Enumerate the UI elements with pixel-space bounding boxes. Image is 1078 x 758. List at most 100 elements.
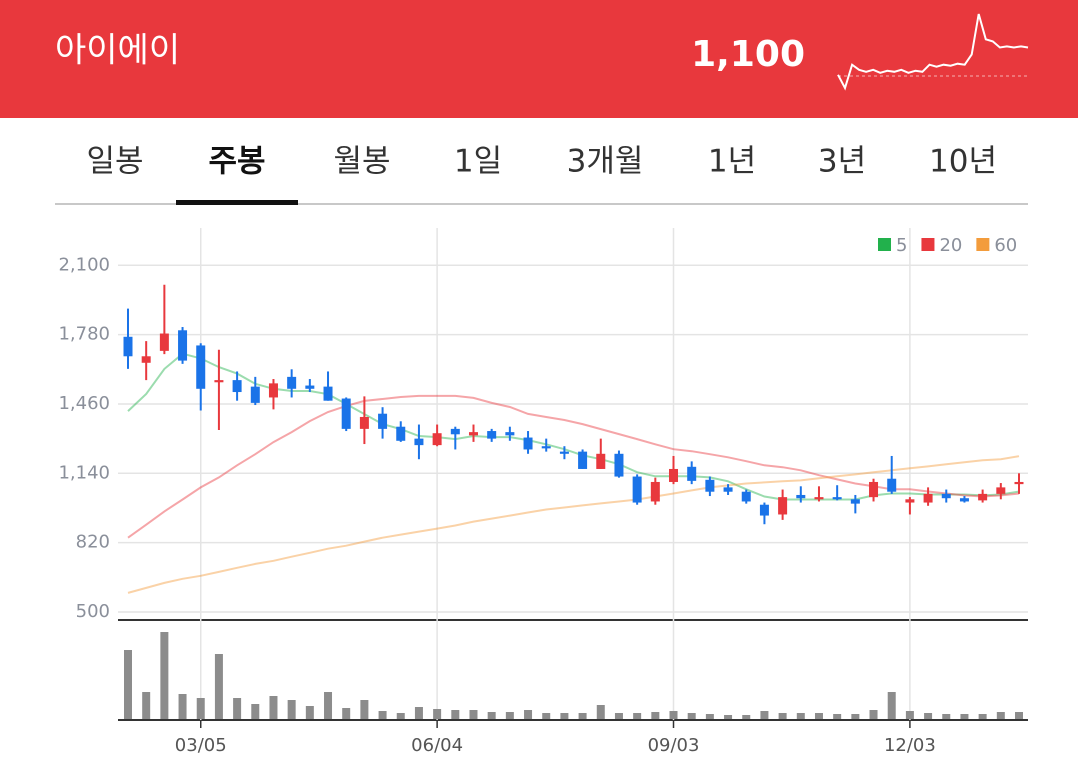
volume-bar (360, 700, 369, 719)
candle-body (669, 468, 679, 482)
header-bar (0, 0, 1078, 118)
ma-line (127, 455, 1020, 594)
candle-body (814, 497, 824, 500)
volume-bar (942, 714, 951, 719)
volume-bar (269, 696, 278, 719)
y-tick-label: 500 (76, 601, 110, 622)
candle-body (487, 431, 497, 439)
candle-body (141, 356, 151, 363)
candle-body (396, 426, 406, 441)
candle-body (959, 498, 969, 502)
legend-swatch (878, 238, 891, 251)
volume-bar (778, 713, 787, 719)
volume-bar (378, 711, 387, 719)
volume-bar (705, 714, 714, 719)
candle-body (978, 493, 988, 501)
legend-label: 5 (896, 235, 907, 256)
volume-bar (887, 692, 896, 719)
candle-body (850, 499, 860, 504)
volume-bar (833, 714, 842, 719)
volume-bar (324, 692, 333, 719)
tab[interactable]: 일봉 (86, 144, 143, 180)
volume-bar (487, 712, 496, 719)
volume-bar (505, 712, 514, 719)
candle-body (832, 497, 842, 500)
tab[interactable]: 1년 (708, 144, 756, 180)
volume-bar (542, 713, 551, 719)
candle-body (705, 479, 715, 492)
tab[interactable]: 10년 (929, 144, 997, 180)
candle-body (905, 499, 915, 503)
candle-body (341, 398, 351, 429)
candle-body (687, 466, 697, 481)
candle-body (250, 386, 260, 403)
volume-bar (996, 712, 1005, 719)
candle-body (541, 446, 551, 449)
volume-bar (469, 710, 478, 719)
candle-body (378, 413, 388, 429)
sparkline (837, 13, 1029, 91)
tab[interactable]: 주봉 (208, 144, 265, 180)
candle-body (650, 481, 660, 502)
volume-bar (669, 711, 678, 719)
volume-bar (596, 705, 605, 719)
candle-body (178, 330, 188, 361)
candle-body (887, 478, 897, 492)
x-tick-label: 09/03 (648, 735, 700, 756)
candle-body (996, 487, 1006, 494)
candle-body (196, 345, 206, 389)
volume-bar (160, 632, 169, 719)
candle-body (869, 481, 879, 498)
stock-name: 아이에이 (55, 31, 180, 71)
volume-bar (851, 714, 860, 719)
candle-body (359, 416, 369, 429)
volume-bar (214, 654, 223, 719)
candle-body (559, 451, 569, 454)
volume-bar (287, 700, 296, 719)
volume-bar (396, 713, 405, 719)
tab[interactable]: 3년 (818, 144, 866, 180)
legend-swatch (921, 238, 935, 251)
volume-bar (1015, 712, 1023, 719)
volume-bar (560, 713, 569, 719)
y-tick-label: 820 (76, 532, 110, 553)
candle-body (578, 451, 588, 469)
volume-bar (305, 706, 314, 719)
candle-body (123, 336, 133, 357)
ma-line (127, 394, 1020, 539)
candle-body (723, 487, 733, 492)
tab[interactable]: 월봉 (333, 144, 390, 180)
y-tick-label: 1,780 (58, 324, 110, 345)
candle-body (923, 493, 933, 503)
volume-bar (414, 707, 423, 719)
y-tick-label: 1,140 (58, 462, 110, 483)
volume-bar (905, 711, 914, 719)
volume-bar (578, 713, 587, 719)
candle-body (1014, 481, 1024, 485)
volume-bar (233, 698, 242, 719)
x-tick-label: 12/03 (884, 735, 936, 756)
volume-bar (142, 692, 151, 719)
volume-bar (124, 650, 132, 719)
volume-bar (742, 715, 751, 719)
y-tick-label: 2,100 (58, 254, 110, 275)
candle-body (523, 437, 533, 450)
volume-bar (524, 710, 533, 719)
tab[interactable]: 3개월 (567, 144, 644, 180)
candle-body (468, 432, 478, 436)
candle-body (759, 504, 769, 516)
volume-bar (814, 713, 823, 719)
candle-body (305, 385, 315, 389)
candle-body (159, 333, 169, 351)
volume-bar (342, 708, 351, 719)
candle-body (450, 428, 460, 435)
candle-body (505, 432, 515, 436)
candle-body (268, 383, 278, 398)
legend-swatch (976, 238, 990, 251)
candle-body (941, 493, 951, 499)
tab[interactable]: 1일 (454, 144, 502, 180)
volume-bar (633, 713, 642, 719)
candle-body (596, 453, 606, 469)
volume-bar (978, 714, 987, 719)
